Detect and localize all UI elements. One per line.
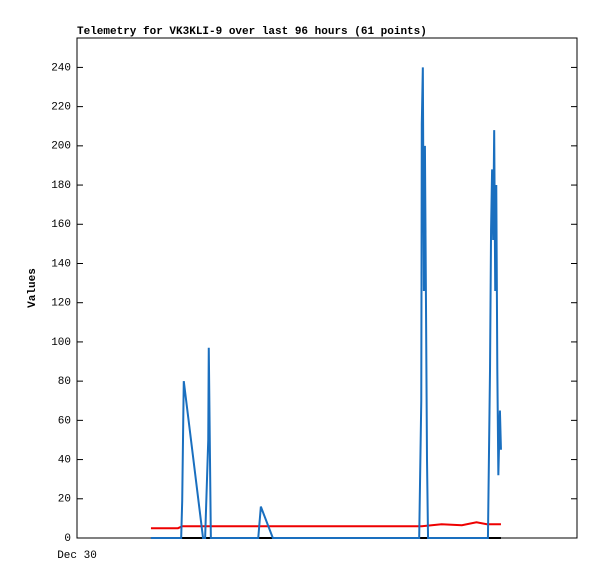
y-tick-label: 140: [51, 258, 71, 270]
chart-title: Telemetry for VK3KLI-9 over last 96 hour…: [77, 26, 427, 38]
y-tick-label: 240: [51, 62, 71, 74]
y-tick-label: 220: [51, 102, 71, 114]
y-tick-label: 200: [51, 141, 71, 153]
y-tick-label: 60: [58, 415, 71, 427]
y-tick-label: 100: [51, 337, 71, 349]
y-tick-label: 40: [58, 454, 71, 466]
y-tick-label: 120: [51, 298, 71, 310]
y-tick-label: 180: [51, 180, 71, 192]
y-tick-label: 160: [51, 219, 71, 231]
x-tick-label: Dec 30: [57, 550, 97, 562]
y-axis-label: Values: [27, 268, 39, 308]
series-line: [150, 521, 501, 530]
y-tick-label: 20: [58, 494, 71, 506]
y-tick-label: 80: [58, 376, 71, 388]
y-tick-label: 0: [64, 533, 71, 545]
series-line: [150, 67, 502, 539]
